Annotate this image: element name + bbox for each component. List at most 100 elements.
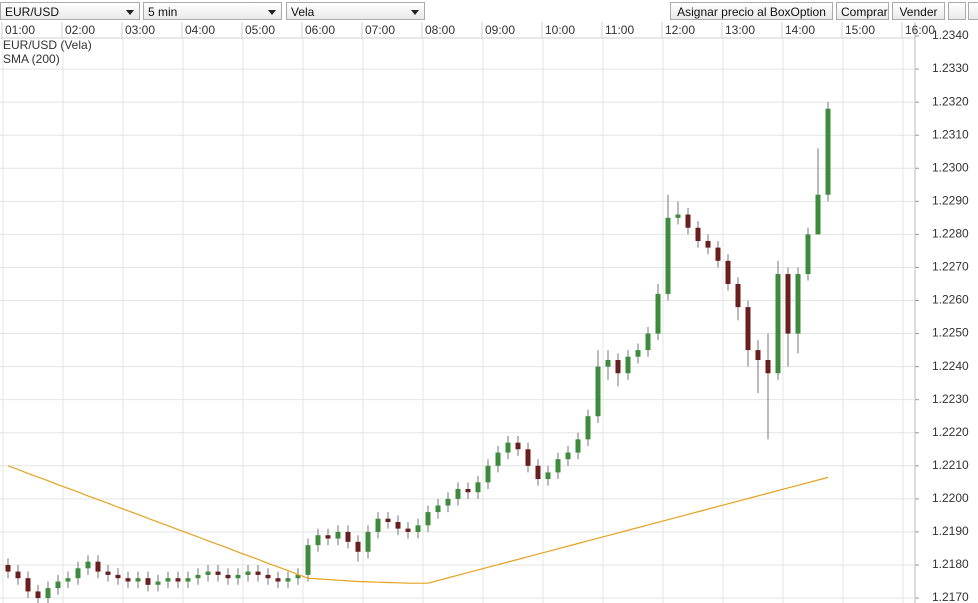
candle-body (105, 571, 111, 575)
buy-button[interactable]: Comprar (836, 2, 889, 20)
candle-body (375, 518, 381, 532)
y-tick-label: 1.2290 (932, 193, 969, 207)
candle-body (595, 366, 601, 417)
candle-body (75, 568, 81, 579)
y-tick-label: 1.2320 (932, 94, 969, 108)
candle-body (245, 571, 251, 575)
candle-body (485, 465, 491, 483)
x-tick-label: 13:00 (725, 23, 755, 37)
candle-body (625, 356, 631, 374)
candle-body (355, 541, 361, 552)
y-tick-label: 1.2310 (932, 127, 969, 141)
x-tick-label: 06:00 (305, 23, 335, 37)
candle-body (395, 522, 401, 529)
candle-body (165, 578, 171, 582)
candle-body (65, 578, 71, 582)
candle-body (45, 588, 51, 599)
sell-button[interactable]: Vender (892, 2, 945, 20)
candle-body (555, 459, 561, 473)
candle-body (815, 194, 821, 235)
x-tick-label: 03:00 (125, 23, 155, 37)
legend-entry: EUR/USD (Vela) (3, 38, 92, 52)
candle-body (665, 217, 671, 294)
candle-body (515, 442, 521, 450)
candle-body (705, 240, 711, 248)
candle-body (435, 505, 441, 513)
y-tick-label: 1.2170 (932, 590, 969, 603)
candle-body (755, 350, 761, 361)
candle-body (795, 274, 801, 334)
y-tick-label: 1.2230 (932, 392, 969, 406)
chart-icon-button[interactable] (948, 2, 966, 20)
candle-body (575, 439, 581, 453)
y-tick-label: 1.2260 (932, 293, 969, 307)
candle-body (645, 333, 651, 351)
candle-body (15, 571, 21, 579)
x-tick-label: 04:00 (185, 23, 215, 37)
candle-body (235, 574, 241, 579)
candle-body (785, 274, 791, 334)
candle-body (275, 578, 281, 582)
candle-body (615, 360, 621, 374)
y-tick-label: 1.2280 (932, 227, 969, 241)
candle-body (725, 260, 731, 284)
candle-body (425, 512, 431, 526)
y-tick-label: 1.2300 (932, 160, 969, 174)
candle-body (635, 350, 641, 357)
candle-body (285, 578, 291, 582)
candle-body (305, 545, 311, 575)
candle-body (255, 571, 261, 575)
candle-body (215, 571, 221, 575)
x-tick-label: 12:00 (665, 23, 695, 37)
y-tick-label: 1.2220 (932, 425, 969, 439)
candle-body (335, 531, 341, 539)
candle-body (765, 360, 771, 374)
candle-body (55, 581, 61, 589)
y-tick-label: 1.2200 (932, 491, 969, 505)
y-tick-label: 1.2240 (932, 359, 969, 373)
candle-body (365, 531, 371, 552)
x-tick-label: 16:00 (905, 23, 935, 37)
candle-body (465, 488, 471, 493)
candle-body (415, 525, 421, 532)
candle-body (345, 531, 351, 542)
chart-type-select[interactable]: Vela (286, 2, 425, 20)
candle-body (535, 465, 541, 480)
y-tick-label: 1.2340 (932, 28, 969, 42)
candle-body (265, 574, 271, 579)
candle-body (185, 578, 191, 582)
y-tick-label: 1.2270 (932, 260, 969, 274)
candle-body (85, 561, 91, 569)
candle-body (565, 452, 571, 460)
y-tick-label: 1.2330 (932, 61, 969, 75)
y-tick-label: 1.2190 (932, 524, 969, 538)
x-tick-label: 11:00 (605, 23, 634, 37)
candle-body (385, 518, 391, 523)
candle-body (95, 561, 101, 572)
candle-body (735, 283, 741, 308)
x-tick-label: 02:00 (65, 23, 95, 37)
candle-body (35, 591, 41, 599)
candle-body (295, 574, 301, 579)
candle-body (545, 472, 551, 480)
candle-body (195, 574, 201, 579)
x-tick-label: 07:00 (365, 23, 395, 37)
x-tick-label: 01:00 (5, 23, 35, 37)
legend-entry: SMA (200) (3, 52, 60, 66)
y-tick-label: 1.2210 (932, 458, 969, 472)
interval-select[interactable]: 5 min (143, 2, 282, 20)
draw-icon-button[interactable] (968, 2, 978, 20)
candle-body (135, 578, 141, 582)
boxoption-button[interactable]: Asignar precio al BoxOption (670, 2, 833, 20)
candle-body (145, 578, 151, 585)
candle-body (775, 274, 781, 374)
candle-body (125, 578, 131, 582)
candle-body (25, 578, 31, 592)
candle-body (225, 574, 231, 579)
y-tick-label: 1.2180 (932, 557, 969, 571)
symbol-select[interactable]: EUR/USD (0, 2, 140, 20)
time-axis-band (0, 22, 978, 38)
x-tick-label: 08:00 (425, 23, 455, 37)
x-tick-label: 14:00 (785, 23, 815, 37)
